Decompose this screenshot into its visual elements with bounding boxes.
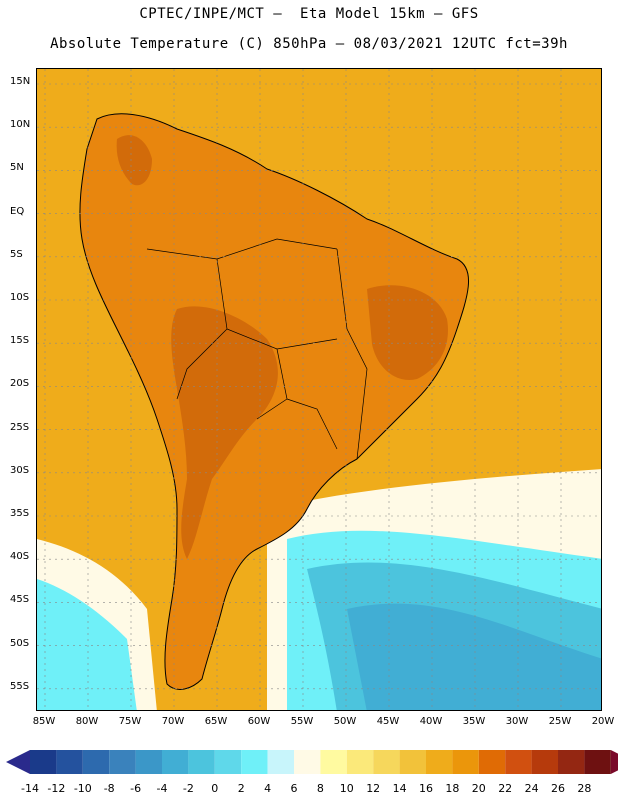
colorbar-tick-label: -6	[130, 782, 142, 795]
colorbar-tick-label: 28	[577, 782, 592, 795]
lon-label: 45W	[376, 716, 400, 727]
colorbar-left-arrow	[6, 750, 30, 774]
map-subtitle: Absolute Temperature (C) 850hPa – 08/03/…	[50, 36, 568, 52]
colorbar-tick-label: 12	[366, 782, 381, 795]
lon-label: 55W	[290, 716, 314, 727]
cold-band-deep	[347, 603, 601, 710]
lon-label: 85W	[32, 716, 56, 727]
coastline	[79, 113, 470, 690]
lat-lon-grid	[37, 69, 601, 710]
colorbar-swatch	[452, 750, 479, 774]
lat-label: 10N	[10, 119, 31, 131]
colorbar-tick-label: 20	[471, 782, 486, 795]
lat-label: 10S	[10, 292, 30, 303]
lon-label: 60W	[247, 716, 271, 727]
colorbar-swatch	[531, 750, 558, 774]
lat-label: 15N	[10, 76, 31, 87]
colorbar-tick-label: 10	[339, 782, 354, 795]
colorbar-right-arrow	[610, 750, 618, 774]
cold-band-pacific-cyan	[37, 579, 137, 710]
colorbar-tick-label: -8	[103, 782, 115, 795]
colorbar-swatch	[214, 750, 242, 774]
land-hot-north	[116, 135, 152, 186]
colorbar-swatch	[399, 750, 426, 774]
colorbar-tick-label: -10	[73, 782, 92, 795]
lat-label: 20S	[10, 378, 30, 390]
lat-label: EQ	[10, 205, 25, 217]
land-hot-east	[367, 285, 448, 380]
colorbar-swatch	[267, 750, 294, 774]
lon-label: 75W	[118, 716, 142, 727]
lat-label: 50S	[10, 637, 30, 649]
lon-label: 35W	[462, 716, 486, 727]
colorbar-swatch	[505, 750, 532, 774]
colorbar-swatch	[82, 750, 110, 774]
map-panel	[36, 68, 602, 711]
lon-label: 80W	[75, 716, 99, 727]
lat-label: 5S	[10, 248, 23, 260]
temperature-map	[37, 69, 601, 710]
colorbar-tick-label: 16	[419, 782, 433, 795]
colorbar-tick-label: 2	[237, 782, 245, 795]
colorbar-swatch	[373, 750, 400, 774]
lat-label: 55S	[10, 680, 30, 692]
lat-label: 30S	[10, 464, 30, 476]
map-title: CPTEC/INPE/MCT – Eta Model 15km – GFS	[139, 6, 479, 22]
colorbar-tick-label: 0	[211, 782, 219, 795]
colorbar-tick-label: 8	[316, 782, 324, 795]
colorbar-tick-label: -4	[156, 782, 168, 795]
colorbar-tick-label: 6	[290, 782, 298, 795]
lon-label: 65W	[204, 716, 228, 727]
colorbar-swatch	[109, 750, 136, 774]
lon-label: 25W	[548, 716, 572, 727]
colorbar-swatch	[426, 750, 453, 774]
colorbar-tick-label: 26	[551, 782, 565, 795]
colorbar-tick-label: -14	[21, 782, 39, 795]
colorbar-swatch	[320, 750, 347, 774]
lon-label: 40W	[419, 716, 443, 727]
colorbar-swatch	[558, 750, 585, 774]
lat-label: 35S	[10, 508, 30, 519]
colorbar-swatch	[241, 750, 268, 774]
colorbar-swatch	[584, 750, 611, 774]
colorbar-tick-label: 14	[392, 782, 407, 795]
lat-label: 5N	[10, 162, 24, 174]
lon-label: 30W	[505, 716, 529, 727]
country-borders	[146, 238, 368, 460]
colorbar-tick-label: 18	[445, 782, 460, 795]
colorbar	[6, 750, 618, 774]
colorbar-swatch	[294, 750, 321, 774]
lat-label: 40S	[10, 551, 30, 563]
colorbar-swatch	[188, 750, 215, 774]
colorbar-swatch	[478, 750, 506, 774]
colorbar-swatch	[162, 750, 189, 774]
colorbar-tick-label: 24	[524, 782, 539, 795]
colorbar-tick-label: -12	[47, 782, 66, 795]
land-hot-core	[171, 306, 278, 559]
colorbar-swatch	[346, 750, 374, 774]
lat-label: 45S	[10, 594, 30, 606]
colorbar-tick-label: 22	[498, 782, 513, 795]
colorbar-swatch	[135, 750, 162, 774]
colorbar-swatch	[56, 750, 83, 774]
lat-label: 25S	[10, 421, 30, 433]
colorbar-tick-label: -2	[182, 782, 194, 795]
colorbar-tick-label: 4	[264, 782, 272, 795]
lat-label: 15S	[10, 335, 30, 347]
lon-label: 50W	[333, 716, 357, 727]
lon-label: 20W	[591, 716, 615, 727]
lon-label: 70W	[161, 716, 185, 727]
colorbar-swatch	[30, 750, 57, 774]
